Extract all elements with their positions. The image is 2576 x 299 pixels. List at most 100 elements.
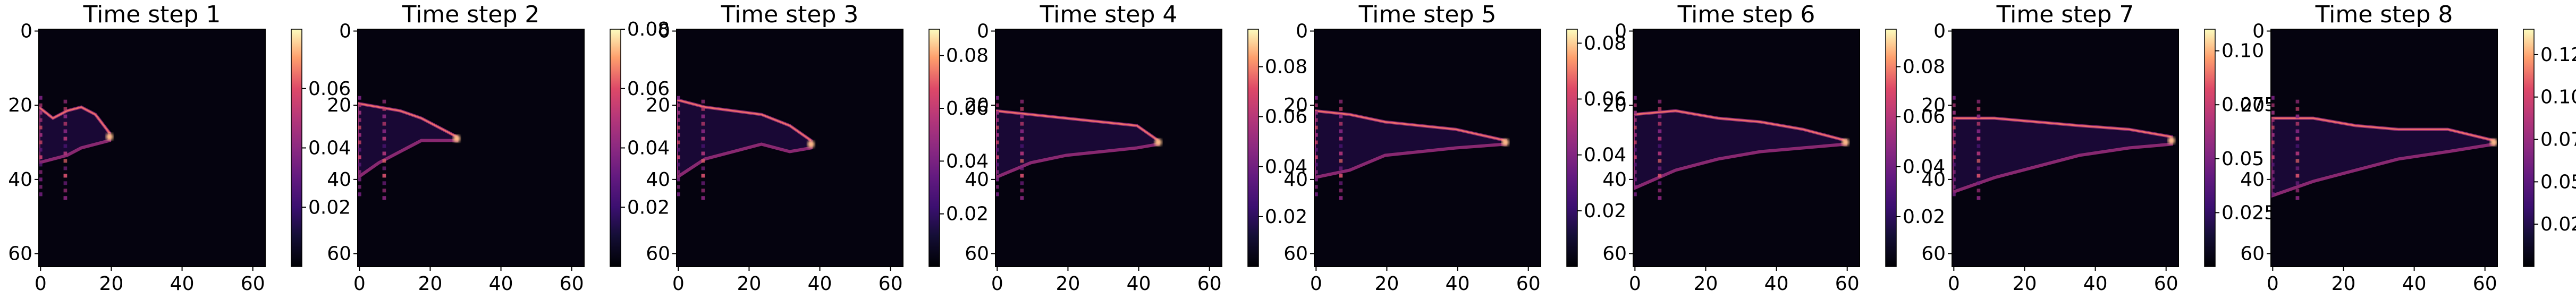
speckle-pixel (358, 140, 361, 144)
speckle-pixel (701, 159, 705, 163)
speckle-pixel (677, 155, 680, 159)
speckle-pixel (382, 122, 386, 126)
speckle-pixel (382, 159, 386, 163)
speckle-pixel (1952, 118, 1956, 122)
y-tick-label: 60 (2240, 243, 2265, 265)
speckle-pixel (995, 148, 999, 152)
colorbar-tick-label: 0.05 (2222, 148, 2264, 170)
speckle-pixel (701, 136, 705, 141)
speckle-pixel (63, 129, 67, 133)
speckle-pixel (1658, 144, 1662, 148)
speckle-pixel (2295, 122, 2300, 126)
x-tick-label: 0 (1629, 273, 1641, 295)
speckle-pixel (2271, 110, 2275, 115)
speckle-pixel (63, 99, 67, 104)
speckle-pixel (1658, 166, 1662, 170)
speckle-pixel (1977, 136, 1981, 141)
x-tick-label: 40 (808, 273, 832, 295)
heatmap-frame-1 (38, 29, 266, 267)
colorbar-tick-label: 0.08 (1584, 32, 1626, 54)
plume-front-upper-3 (677, 99, 812, 141)
speckle-pixel (2295, 166, 2300, 170)
speckle-pixel (358, 192, 361, 197)
speckle-pixel (63, 136, 67, 141)
speckle-pixel (39, 192, 43, 197)
heatmap-panel-3: Time step 30 20 40 6002040600.020.040.060.0… (646, 1, 989, 295)
speckle-pixel (63, 181, 67, 185)
speckle-pixel (1314, 155, 1318, 159)
plume-wake-5 (1314, 110, 1506, 178)
speckle-pixel (39, 170, 43, 174)
speckle-pixel (1977, 166, 1981, 170)
panel-title-7: Time step 7 (1996, 1, 2134, 28)
plume-hotspot-3 (807, 140, 815, 148)
colorbar-tick-label: 0.075 (2540, 129, 2576, 151)
speckle-pixel (1952, 148, 1956, 152)
x-tick-label: 0 (353, 273, 366, 295)
speckle-pixel (63, 159, 67, 163)
speckle-pixel (358, 110, 361, 115)
x-tick-label: 60 (241, 273, 265, 295)
colorbar-tick-label: 0.08 (627, 19, 670, 40)
speckle-pixel (63, 174, 67, 178)
x-tick-label: 0 (672, 273, 685, 295)
heatmap-panel-7: Time step 70 20 40 6002040600.0250.050.0750… (1921, 1, 2276, 295)
speckle-pixel (701, 122, 705, 126)
speckle-pixel (701, 189, 705, 193)
speckle-pixel (677, 192, 680, 197)
heatmap-frame-6 (1633, 29, 1860, 267)
speckle-pixel (2271, 170, 2275, 174)
x-tick-label: 40 (170, 273, 195, 295)
speckle-pixel (2271, 103, 2275, 107)
y-tick-label: 40 (1602, 169, 1627, 191)
speckle-pixel (1977, 159, 1981, 163)
speckle-pixel (1339, 166, 1343, 170)
colorbar-tick-label: 0.025 (2222, 202, 2276, 224)
speckle-pixel (701, 107, 705, 111)
y-tick-label: 0 (1615, 20, 1627, 42)
speckle-pixel (995, 110, 999, 115)
speckle-pixel (1339, 174, 1343, 178)
plume-wake-1 (39, 107, 110, 163)
speckle-pixel (63, 166, 67, 170)
speckle-pixel (995, 133, 999, 137)
speckle-pixel (63, 189, 67, 193)
speckle-pixel (995, 118, 999, 122)
speckle-pixel (1977, 174, 1981, 178)
speckle-pixel (2295, 196, 2300, 200)
colorbar-tick-label: 0.04 (946, 150, 989, 172)
speckle-pixel (2295, 107, 2300, 111)
speckle-pixel (1339, 129, 1343, 133)
y-tick-label: 60 (965, 243, 989, 265)
speckle-pixel (1977, 114, 1981, 118)
colorbar-tick-label: 0.05 (2540, 171, 2576, 193)
speckle-pixel (1658, 107, 1662, 111)
speckle-pixel (1952, 96, 1956, 100)
colorbar-tick-label: 0.02 (308, 197, 351, 218)
colorbar-tick-label: 0.08 (1903, 56, 1945, 78)
plume-hotspot-4 (1154, 139, 1162, 147)
speckle-pixel (1633, 110, 1637, 115)
speckle-pixel (701, 114, 705, 118)
speckle-pixel (1633, 185, 1637, 189)
x-tick-label: 0 (991, 273, 1003, 295)
speckle-pixel (1020, 114, 1024, 118)
speckle-pixel (39, 118, 43, 122)
speckle-pixel (358, 96, 361, 100)
x-tick-label: 20 (2013, 273, 2037, 295)
speckle-pixel (1952, 177, 1956, 182)
speckle-pixel (2271, 185, 2275, 189)
y-tick-label: 20 (327, 95, 351, 116)
speckle-pixel (39, 125, 43, 130)
speckle-pixel (677, 103, 680, 107)
speckle-pixel (2295, 136, 2300, 141)
speckle-pixel (995, 155, 999, 159)
y-tick-label: 40 (327, 169, 351, 191)
speckle-pixel (39, 96, 43, 100)
speckle-pixel (701, 129, 705, 133)
colorbar-3 (928, 29, 940, 267)
speckle-pixel (677, 133, 680, 137)
speckle-pixel (1977, 144, 1981, 148)
panel-title-1: Time step 1 (83, 1, 221, 28)
